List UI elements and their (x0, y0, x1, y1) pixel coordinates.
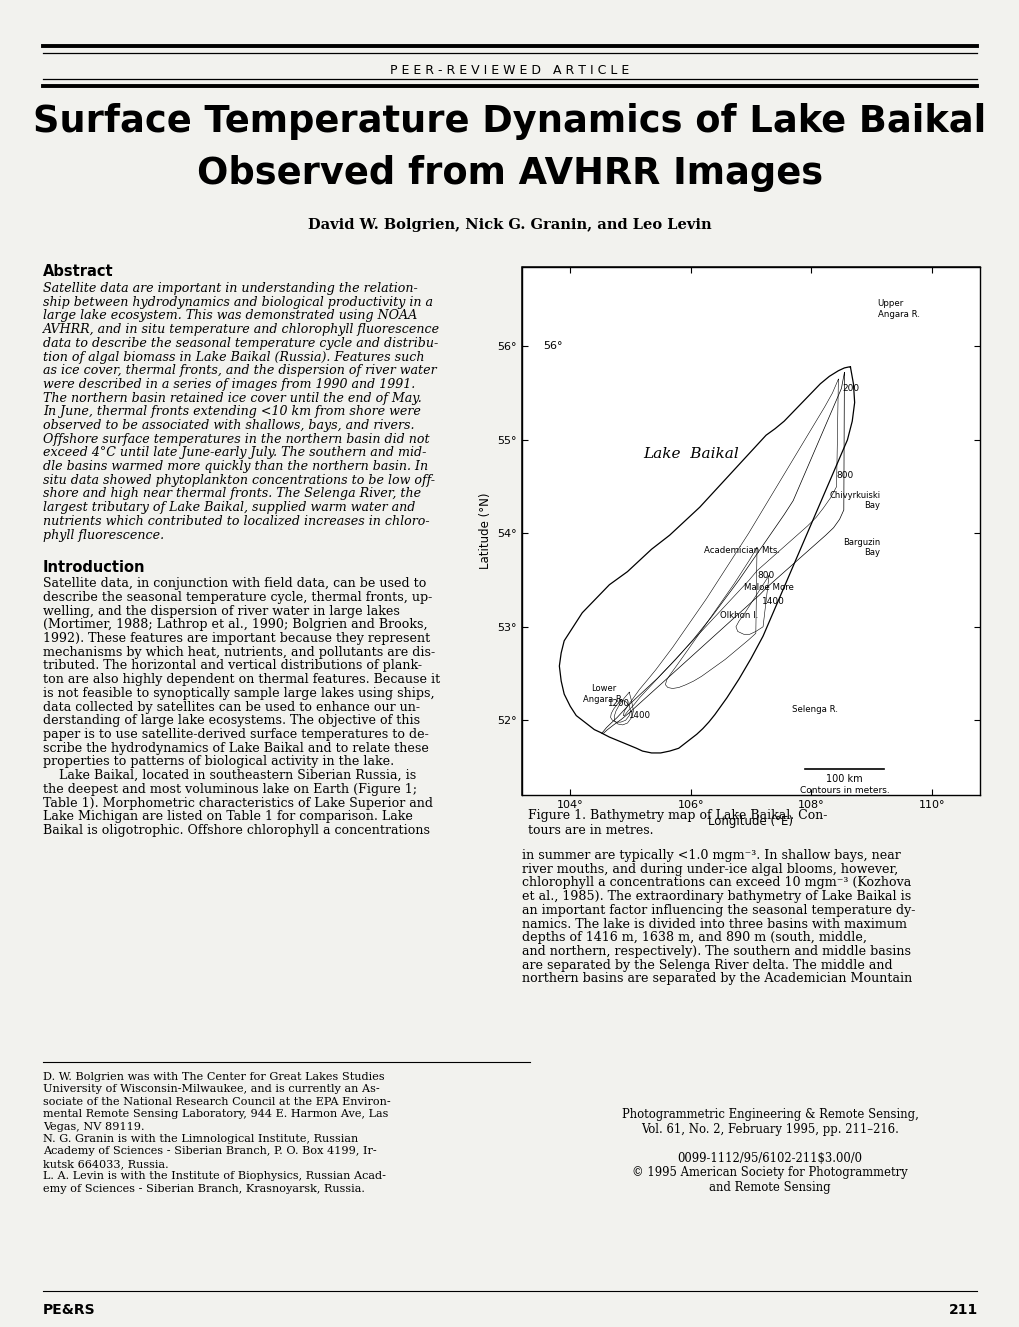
Text: ton are also highly dependent on thermal features. Because it: ton are also highly dependent on thermal… (43, 673, 440, 686)
Text: Figure 1. Bathymetry map of Lake Baikal. Con-: Figure 1. Bathymetry map of Lake Baikal.… (528, 809, 826, 821)
Text: Lake Baikal, located in southeastern Siberian Russia, is: Lake Baikal, located in southeastern Sib… (43, 770, 416, 782)
Text: nutrients which contributed to localized increases in chloro-: nutrients which contributed to localized… (43, 515, 429, 528)
Text: L. A. Levin is with the Institute of Biophysics, Russian Acad-: L. A. Levin is with the Institute of Bio… (43, 1172, 385, 1181)
Text: derstanding of large lake ecosystems. The objective of this: derstanding of large lake ecosystems. Th… (43, 714, 420, 727)
Text: 211: 211 (948, 1303, 977, 1316)
Text: N. G. Granin is with the Limnological Institute, Russian: N. G. Granin is with the Limnological In… (43, 1135, 358, 1144)
Text: 800: 800 (836, 471, 853, 480)
Text: Photogrammetric Engineering & Remote Sensing,: Photogrammetric Engineering & Remote Sen… (621, 1108, 917, 1121)
Text: ship between hydrodynamics and biological productivity in a: ship between hydrodynamics and biologica… (43, 296, 433, 309)
Text: 56°: 56° (542, 341, 562, 352)
Text: David W. Bolgrien, Nick G. Granin, and Leo Levin: David W. Bolgrien, Nick G. Granin, and L… (308, 218, 711, 232)
Text: Observed from AVHRR Images: Observed from AVHRR Images (197, 155, 822, 192)
Text: exceed 4°C until late June-early July. The southern and mid-: exceed 4°C until late June-early July. T… (43, 446, 426, 459)
Text: The northern basin retained ice cover until the end of May.: The northern basin retained ice cover un… (43, 391, 421, 405)
Text: et al., 1985). The extraordinary bathymetry of Lake Baikal is: et al., 1985). The extraordinary bathyme… (522, 890, 910, 904)
Text: Barguzin
Bay: Barguzin Bay (843, 537, 879, 557)
Text: data collected by satellites can be used to enhance our un-: data collected by satellites can be used… (43, 701, 420, 714)
Text: is not feasible to synoptically sample large lakes using ships,: is not feasible to synoptically sample l… (43, 687, 434, 699)
Text: large lake ecosystem. This was demonstrated using NOAA: large lake ecosystem. This was demonstra… (43, 309, 417, 322)
Text: Upper
Angara R.: Upper Angara R. (876, 300, 919, 318)
Text: river mouths, and during under-ice algal blooms, however,: river mouths, and during under-ice algal… (522, 863, 898, 876)
Text: Baikal is oligotrophic. Offshore chlorophyll a concentrations: Baikal is oligotrophic. Offshore chlorop… (43, 824, 430, 837)
Text: D. W. Bolgrien was with The Center for Great Lakes Studies: D. W. Bolgrien was with The Center for G… (43, 1072, 384, 1082)
Text: AVHRR, and in situ temperature and chlorophyll fluorescence: AVHRR, and in situ temperature and chlor… (43, 322, 439, 336)
Text: University of Wisconsin-Milwaukee, and is currently an As-: University of Wisconsin-Milwaukee, and i… (43, 1084, 379, 1095)
Text: 1200: 1200 (607, 699, 629, 707)
Text: an important factor influencing the seasonal temperature dy-: an important factor influencing the seas… (522, 904, 914, 917)
Text: Maloe More: Maloe More (744, 583, 793, 592)
Text: Introduction: Introduction (43, 560, 146, 576)
Text: namics. The lake is divided into three basins with maximum: namics. The lake is divided into three b… (522, 917, 906, 930)
Text: chlorophyll a concentrations can exceed 10 mgm⁻³ (Kozhova: chlorophyll a concentrations can exceed … (522, 876, 910, 889)
Text: data to describe the seasonal temperature cycle and distribu-: data to describe the seasonal temperatur… (43, 337, 438, 350)
Text: Academy of Sciences - Siberian Branch, P. O. Box 4199, Ir-: Academy of Sciences - Siberian Branch, P… (43, 1147, 376, 1156)
Text: as ice cover, thermal fronts, and the dispersion of river water: as ice cover, thermal fronts, and the di… (43, 364, 436, 377)
Text: tion of algal biomass in Lake Baikal (Russia). Features such: tion of algal biomass in Lake Baikal (Ru… (43, 350, 424, 364)
Text: Academician Mts.: Academician Mts. (703, 545, 780, 555)
Text: 800: 800 (756, 571, 773, 580)
Text: mechanisms by which heat, nutrients, and pollutants are dis-: mechanisms by which heat, nutrients, and… (43, 646, 435, 658)
Text: 200: 200 (842, 384, 859, 393)
Text: Selenga R.: Selenga R. (791, 705, 838, 714)
Text: are separated by the Selenga River delta. The middle and: are separated by the Selenga River delta… (522, 958, 892, 971)
Text: © 1995 American Society for Photogrammetry: © 1995 American Society for Photogrammet… (632, 1166, 907, 1178)
Text: Contours in meters.: Contours in meters. (799, 786, 889, 795)
Text: were described in a series of images from 1990 and 1991.: were described in a series of images fro… (43, 378, 415, 391)
Text: shore and high near thermal fronts. The Selenga River, the: shore and high near thermal fronts. The … (43, 487, 421, 500)
Text: kutsk 664033, Russia.: kutsk 664033, Russia. (43, 1158, 168, 1169)
Text: 1992). These features are important because they represent: 1992). These features are important beca… (43, 632, 430, 645)
Text: observed to be associated with shallows, bays, and rivers.: observed to be associated with shallows,… (43, 419, 414, 433)
Text: northern basins are separated by the Academician Mountain: northern basins are separated by the Aca… (522, 973, 911, 986)
Text: Lake  Baikal: Lake Baikal (642, 447, 738, 460)
Text: phyll fluorescence.: phyll fluorescence. (43, 528, 164, 541)
Text: scribe the hydrodynamics of Lake Baikal and to relate these: scribe the hydrodynamics of Lake Baikal … (43, 742, 428, 755)
Text: Satellite data, in conjunction with field data, can be used to: Satellite data, in conjunction with fiel… (43, 577, 426, 591)
Text: 0099-1112/95/6102-211$3.00/0: 0099-1112/95/6102-211$3.00/0 (677, 1152, 862, 1165)
Text: tributed. The horizontal and vertical distributions of plank-: tributed. The horizontal and vertical di… (43, 660, 422, 673)
Text: 1400: 1400 (628, 711, 650, 721)
Text: mental Remote Sensing Laboratory, 944 E. Harmon Ave, Las: mental Remote Sensing Laboratory, 944 E.… (43, 1109, 388, 1119)
Text: Chivyrkuiski
Bay: Chivyrkuiski Bay (828, 491, 879, 511)
Text: the deepest and most voluminous lake on Earth (Figure 1;: the deepest and most voluminous lake on … (43, 783, 417, 796)
Text: Olkhon I.: Olkhon I. (719, 610, 757, 620)
Text: Lake Michigan are listed on Table 1 for comparison. Lake: Lake Michigan are listed on Table 1 for … (43, 811, 413, 823)
Text: emy of Sciences - Siberian Branch, Krasnoyarsk, Russia.: emy of Sciences - Siberian Branch, Krasn… (43, 1184, 365, 1193)
Text: P E E R - R E V I E W E D   A R T I C L E: P E E R - R E V I E W E D A R T I C L E (390, 64, 629, 77)
Text: largest tributary of Lake Baikal, supplied warm water and: largest tributary of Lake Baikal, suppli… (43, 502, 415, 514)
Text: and northern, respectively). The southern and middle basins: and northern, respectively). The souther… (522, 945, 910, 958)
Text: paper is to use satellite-derived surface temperatures to de-: paper is to use satellite-derived surfac… (43, 729, 428, 740)
Text: Lower
Angara R.: Lower Angara R. (582, 685, 624, 703)
Text: Offshore surface temperatures in the northern basin did not: Offshore surface temperatures in the nor… (43, 433, 429, 446)
X-axis label: Longitude (°E): Longitude (°E) (708, 815, 793, 828)
Text: describe the seasonal temperature cycle, thermal fronts, up-: describe the seasonal temperature cycle,… (43, 591, 432, 604)
Text: (Mortimer, 1988; Lathrop et al., 1990; Bolgrien and Brooks,: (Mortimer, 1988; Lathrop et al., 1990; B… (43, 618, 427, 632)
Text: depths of 1416 m, 1638 m, and 890 m (south, middle,: depths of 1416 m, 1638 m, and 890 m (sou… (522, 932, 866, 945)
Text: 1400: 1400 (761, 597, 784, 606)
Text: Table 1). Morphometric characteristics of Lake Superior and: Table 1). Morphometric characteristics o… (43, 796, 433, 809)
Text: In June, thermal fronts extending <10 km from shore were: In June, thermal fronts extending <10 km… (43, 405, 421, 418)
Text: in summer are typically <1.0 mgm⁻³. In shallow bays, near: in summer are typically <1.0 mgm⁻³. In s… (522, 849, 900, 863)
Text: Vol. 61, No. 2, February 1995, pp. 211–216.: Vol. 61, No. 2, February 1995, pp. 211–2… (640, 1123, 898, 1136)
Text: 100 km: 100 km (825, 774, 862, 783)
Text: sociate of the National Research Council at the EPA Environ-: sociate of the National Research Council… (43, 1097, 390, 1107)
Text: welling, and the dispersion of river water in large lakes: welling, and the dispersion of river wat… (43, 605, 399, 617)
Text: dle basins warmed more quickly than the northern basin. In: dle basins warmed more quickly than the … (43, 460, 428, 474)
Text: Satellite data are important in understanding the relation-: Satellite data are important in understa… (43, 283, 418, 295)
Text: Surface Temperature Dynamics of Lake Baikal: Surface Temperature Dynamics of Lake Bai… (34, 104, 985, 141)
Text: and Remote Sensing: and Remote Sensing (708, 1181, 830, 1193)
Text: Abstract: Abstract (43, 264, 113, 279)
Y-axis label: Latitude (°N): Latitude (°N) (479, 492, 491, 569)
Bar (522, 267, 979, 795)
Text: tours are in metres.: tours are in metres. (528, 824, 653, 837)
Text: properties to patterns of biological activity in the lake.: properties to patterns of biological act… (43, 755, 393, 768)
Text: PE&RS: PE&RS (43, 1303, 96, 1316)
Text: Vegas, NV 89119.: Vegas, NV 89119. (43, 1121, 145, 1132)
Text: situ data showed phytoplankton concentrations to be low off-: situ data showed phytoplankton concentra… (43, 474, 434, 487)
